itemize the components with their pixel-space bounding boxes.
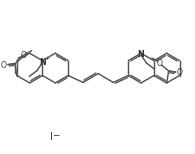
Text: O: O <box>157 59 163 68</box>
Text: −: − <box>52 130 59 139</box>
Text: N: N <box>40 58 46 67</box>
Text: N: N <box>137 50 144 59</box>
Text: I: I <box>50 132 53 142</box>
Text: O: O <box>21 51 27 60</box>
Text: O: O <box>1 61 7 70</box>
Text: O: O <box>177 68 183 77</box>
Text: +: + <box>44 56 50 61</box>
